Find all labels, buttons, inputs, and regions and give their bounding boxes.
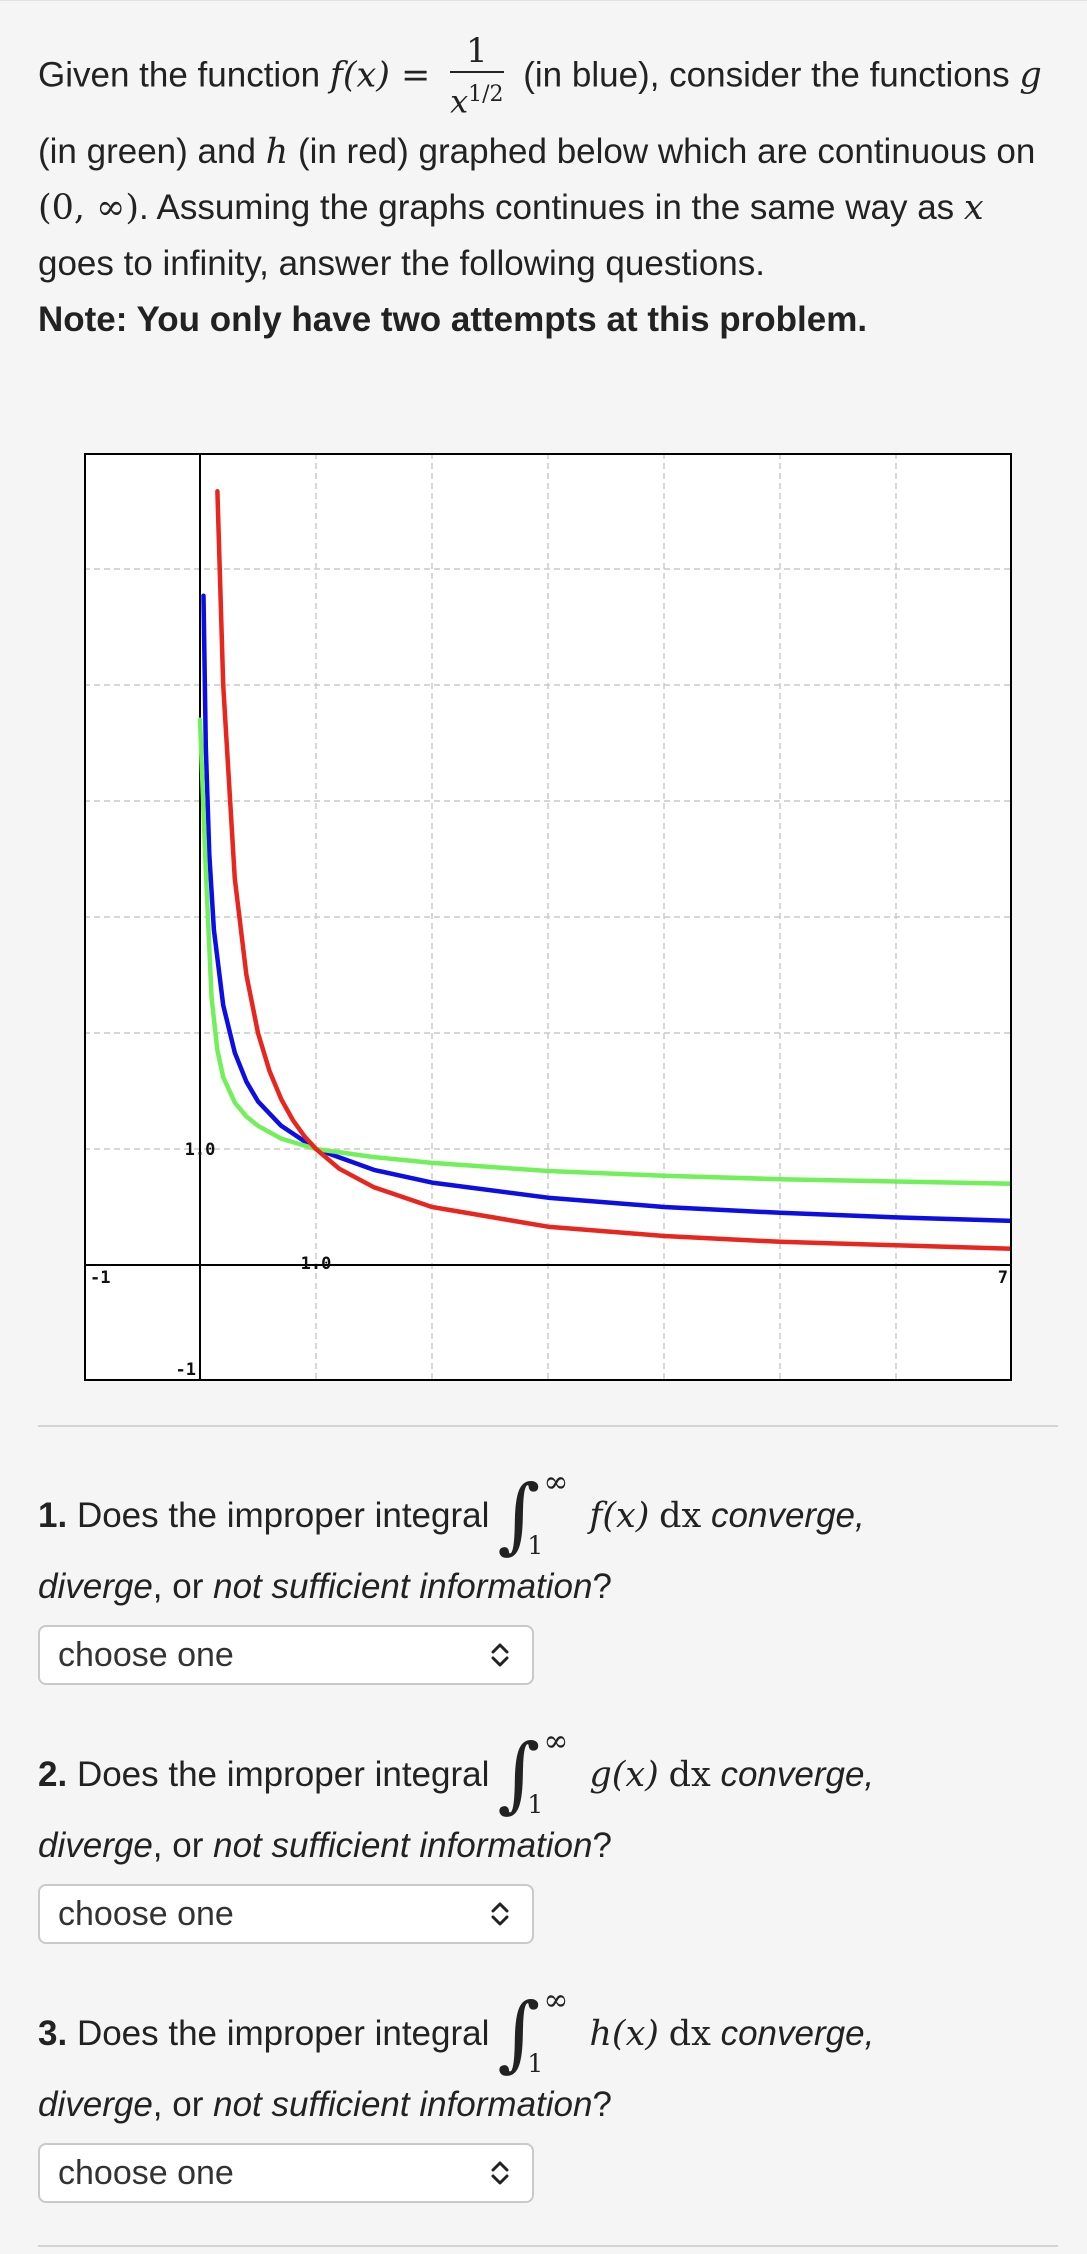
option-or: , or [152, 1826, 204, 1865]
integrand: f(x) [589, 1496, 650, 1536]
integral-sign: ∫ ∞ 1 [497, 1465, 569, 1563]
intro-text-4: (in green) and [38, 131, 256, 171]
question-mark: ? [592, 1567, 612, 1606]
question-2: 2. Does the improper integral ∫ ∞ 1 g(x) d… [38, 1724, 1068, 1944]
option-diverge: diverge [38, 1826, 153, 1865]
curve-h [215, 489, 1015, 1252]
variable-x: x [963, 187, 984, 228]
answer-select-2[interactable]: choose one [38, 1884, 534, 1944]
chevron-up-down-icon [491, 2161, 509, 2185]
question-mark: ? [592, 2085, 612, 2124]
option-not-sufficient: not sufficient information [213, 2085, 593, 2124]
select-value: choose one [58, 1635, 234, 1674]
chevron-up-down-icon [491, 1902, 509, 1926]
tick-label-y-min: -1 [176, 1360, 196, 1380]
intro-text-6: . Assuming the graphs continues in the s… [138, 187, 955, 227]
integral-upper-limit: ∞ [543, 1983, 569, 2018]
option-converge: converge, [720, 2014, 875, 2053]
integral-lower-limit: 1 [527, 1531, 544, 1560]
function-graph: -1 1.0 7 -1 1.0 [83, 452, 1015, 1382]
tick-label-x-min: -1 [90, 1268, 110, 1288]
option-or: , or [152, 1567, 204, 1606]
integral-sign: ∫ ∞ 1 [497, 1983, 569, 2081]
integrand: g(x) [589, 1755, 659, 1795]
fraction-numerator: 1 [450, 31, 504, 73]
graph-border [84, 453, 1012, 1381]
option-not-sufficient: not sufficient information [213, 1567, 593, 1606]
option-or: , or [152, 2085, 204, 2124]
graph-svg: -1 1.0 7 -1 1.0 [83, 452, 1015, 1382]
differential: dx [668, 2014, 711, 2054]
select-value: choose one [58, 1894, 234, 1933]
integral-lower-limit: 1 [527, 1790, 544, 1819]
question-text: Does the improper integral [76, 1755, 490, 1794]
tick-label-x-max: 7 [998, 1268, 1008, 1288]
tick-label-x-one: 1.0 [301, 1254, 332, 1274]
integral-sign: ∫ ∞ 1 [497, 1724, 569, 1822]
intro-text-1: Given the function [38, 55, 321, 95]
function-f-fraction: 1 x1/2 [450, 31, 504, 124]
integrand: h(x) [589, 2014, 659, 2054]
question-mark: ? [592, 1826, 612, 1865]
answer-select-1[interactable]: choose one [38, 1625, 534, 1685]
interval: (0, ∞) [38, 187, 139, 228]
intro-text-3: functions [869, 55, 1010, 95]
question-text: Does the improper integral [76, 1496, 490, 1535]
option-converge: converge, [720, 1755, 875, 1794]
differential: dx [668, 1755, 711, 1795]
attempts-note: Note: You only have two attempts at this… [38, 299, 868, 339]
curve-f [201, 593, 1015, 1224]
fraction-denominator: x1/2 [450, 73, 503, 124]
question-number: 2. [38, 1755, 68, 1794]
option-not-sufficient: not sufficient information [213, 1826, 593, 1865]
fraction-denominator-base: x [450, 82, 469, 121]
integral-upper-limit: ∞ [543, 1465, 569, 1500]
question-3: 3. Does the improper integral ∫ ∞ 1 h(x) d… [38, 1983, 1068, 2203]
question-number: 1. [38, 1496, 68, 1535]
intro-text-5: (in red) graphed below which are continu… [297, 131, 1036, 171]
option-diverge: diverge [38, 1567, 153, 1606]
intro-text-7: goes to infinity, answer the following q… [38, 243, 765, 283]
question-number: 3. [38, 2014, 68, 2053]
intro-text-2: (in blue), consider the [523, 55, 860, 95]
select-value: choose one [58, 2153, 234, 2192]
option-converge: converge, [711, 1496, 865, 1535]
function-h-label: h [265, 131, 289, 172]
fraction-denominator-exponent: 1/2 [468, 82, 504, 107]
divider [38, 1425, 1058, 1427]
function-g-label: g [1019, 55, 1042, 96]
integral-lower-limit: 1 [527, 2049, 544, 2078]
option-diverge: diverge [38, 2085, 153, 2124]
tick-label-y-one: 1.0 [185, 1140, 216, 1160]
differential: dx [659, 1496, 702, 1536]
chevron-up-down-icon [491, 1643, 509, 1667]
answer-select-3[interactable]: choose one [38, 2143, 534, 2203]
question-1: 1. Does the improper integral ∫ ∞ 1 f(x) d… [38, 1465, 1068, 1685]
function-f-label: f(x) = [329, 55, 431, 96]
question-text: Does the improper integral [76, 2014, 490, 2053]
problem-statement: Given the function f(x) = 1 x1/2 (in blu… [38, 31, 1058, 348]
divider [38, 2245, 1058, 2247]
curve-g [197, 717, 1015, 1187]
integral-upper-limit: ∞ [543, 1724, 569, 1759]
